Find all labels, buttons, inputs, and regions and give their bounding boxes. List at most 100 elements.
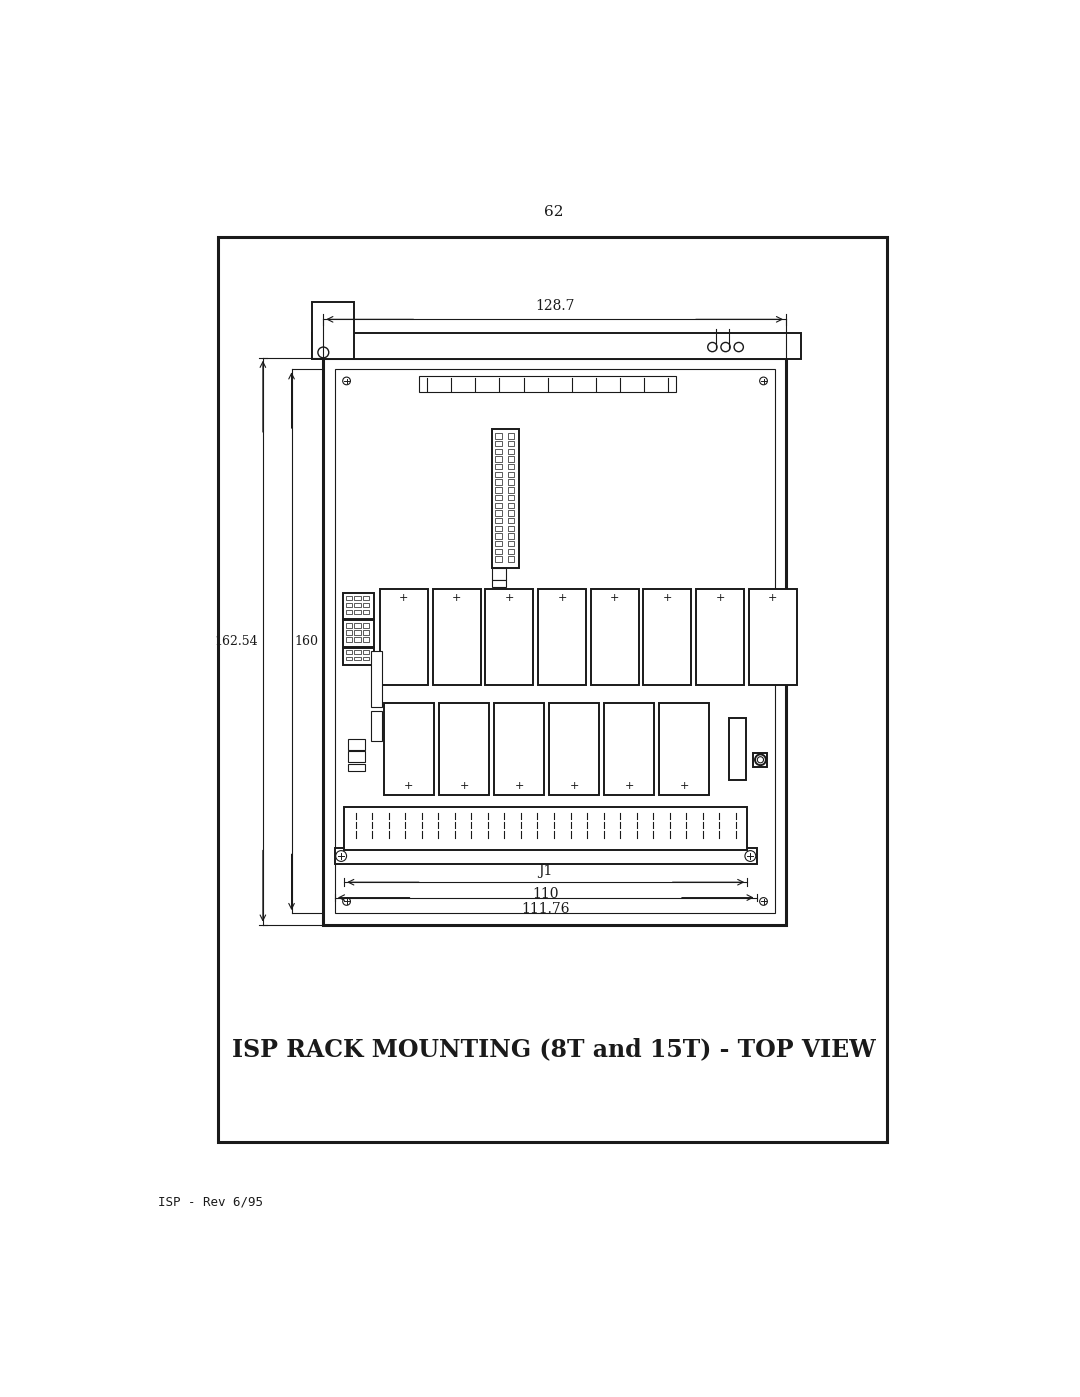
Bar [354,609,361,615]
Text: +: + [404,781,414,791]
Text: +: + [610,594,620,604]
Bar [438,703,489,795]
Bar [345,806,747,849]
Bar [697,588,744,685]
Text: 162.54: 162.54 [215,634,258,648]
Bar [354,630,361,636]
Bar [433,588,481,685]
Bar [363,657,369,661]
Text: ISP - Rev 6/95: ISP - Rev 6/95 [159,1196,264,1208]
Bar [354,623,361,629]
Bar [492,569,507,580]
Bar [346,623,352,629]
Bar [342,620,374,647]
Bar [363,630,369,636]
Bar [335,848,757,863]
Bar [363,651,369,654]
Bar [496,433,501,439]
Bar [363,595,369,601]
Bar [348,739,365,750]
Text: J1: J1 [539,865,553,879]
Bar [508,464,514,469]
Bar [346,602,352,608]
Bar [508,441,514,447]
Bar [496,457,501,462]
Bar [496,534,501,539]
Bar [496,541,501,546]
Bar [496,525,501,531]
Bar [604,703,654,795]
Bar [348,752,365,763]
Bar [496,464,501,469]
Bar [508,541,514,546]
Bar [383,703,434,795]
Bar [496,518,501,524]
Bar [346,595,352,601]
Bar [323,358,786,925]
Bar [508,457,514,462]
Bar [363,602,369,608]
Text: +: + [768,594,778,604]
Bar [508,488,514,493]
Bar [363,609,369,615]
Bar [748,588,797,685]
Bar [494,703,544,795]
Bar [644,588,691,685]
Bar [508,503,514,509]
Bar [496,503,501,509]
Bar [591,588,638,685]
Text: +: + [459,781,469,791]
Bar [496,441,501,447]
Bar [508,472,514,478]
Bar [218,237,887,1141]
Bar [354,602,361,608]
Bar [496,556,501,562]
Text: +: + [663,594,672,604]
Bar [549,703,599,795]
Text: +: + [679,781,689,791]
Bar [754,753,768,767]
Bar [496,488,501,493]
Bar [346,637,352,643]
Bar [342,648,374,665]
Bar [508,534,514,539]
Bar [496,549,501,555]
Text: +: + [715,594,725,604]
Bar [346,609,352,615]
Bar [354,637,361,643]
Text: +: + [624,781,634,791]
Bar [729,718,745,780]
Text: 128.7: 128.7 [535,299,575,313]
Bar [508,525,514,531]
Bar [508,433,514,439]
Bar [372,651,382,707]
Text: 111.76: 111.76 [522,902,570,916]
Bar [508,448,514,454]
Text: 110: 110 [532,887,559,901]
Bar [380,588,428,685]
Bar [346,657,352,661]
Text: 62: 62 [543,205,564,219]
Bar [496,495,501,500]
Bar [348,764,365,771]
Bar [508,518,514,524]
Bar [335,369,775,914]
Bar [363,623,369,629]
Bar [342,592,374,619]
Bar [496,448,501,454]
Text: +: + [557,594,567,604]
Bar [354,651,361,654]
Text: 160: 160 [295,634,319,648]
Text: +: + [514,781,524,791]
Bar [346,630,352,636]
Bar [485,588,534,685]
Bar [354,657,361,661]
Bar [496,472,501,478]
Bar [508,479,514,485]
Bar [346,651,352,654]
Bar [354,595,361,601]
Bar [508,510,514,515]
Text: ISP RACK MOUNTING (8T and 15T) - TOP VIEW: ISP RACK MOUNTING (8T and 15T) - TOP VIE… [231,1038,876,1062]
Bar [659,703,710,795]
Bar [419,376,676,393]
